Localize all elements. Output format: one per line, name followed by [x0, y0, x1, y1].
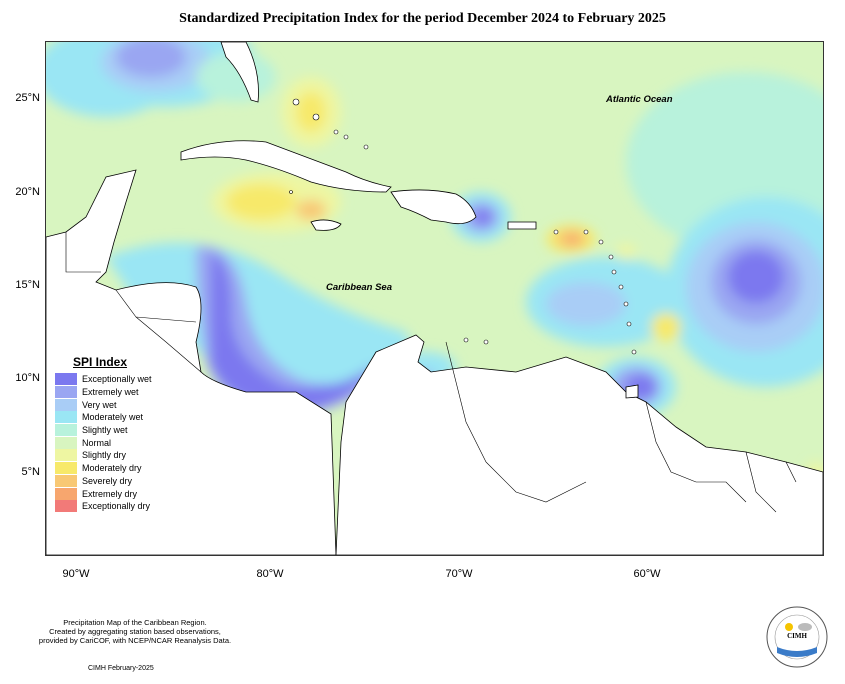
- caribbean-sea-label: Caribbean Sea: [326, 282, 392, 293]
- legend-item: Exceptionally dry: [55, 500, 165, 513]
- legend-label: Extremely dry: [82, 488, 138, 499]
- legend-item: Extremely wet: [55, 386, 165, 399]
- legend-item: Extremely dry: [55, 487, 165, 500]
- legend-item: Moderately dry: [55, 462, 165, 475]
- legend-swatch: [55, 449, 77, 462]
- legend-label: Slightly wet: [82, 425, 128, 436]
- legend-label: Moderately wet: [82, 412, 144, 423]
- credit-text: CIMH February-2025: [88, 665, 154, 672]
- atlantic-ocean-label: Atlantic Ocean: [606, 94, 673, 105]
- lon-label-90w: 90°W: [62, 568, 90, 580]
- legend-label: Very wet: [82, 399, 117, 410]
- lon-label-60w: 60°W: [633, 568, 661, 580]
- lat-label-10n: 10°N: [15, 372, 40, 384]
- legend-item: Moderately wet: [55, 411, 165, 424]
- legend-item: Exceptionally wet: [55, 373, 165, 386]
- legend-label: Slightly dry: [82, 450, 127, 461]
- legend-label: Moderately dry: [82, 463, 142, 474]
- lon-label-70w: 70°W: [445, 568, 473, 580]
- legend-swatch: [55, 411, 77, 424]
- legend-label: Severely dry: [82, 475, 133, 486]
- footer-line-2: Created by aggregating station based obs…: [49, 627, 221, 636]
- cimh-logo-icon: [766, 606, 828, 668]
- legend-swatch: [55, 424, 77, 437]
- legend-swatch: [55, 487, 77, 500]
- legend-label: Normal: [82, 437, 112, 448]
- legend-swatch: [55, 500, 77, 513]
- legend-label: Exceptionally wet: [82, 374, 152, 385]
- legend-swatch: [55, 436, 77, 449]
- legend-item: Normal: [55, 436, 165, 449]
- legend-swatch: [55, 474, 77, 487]
- legend-item: Slightly dry: [55, 449, 165, 462]
- legend-label: Exceptionally dry: [82, 501, 151, 512]
- lat-label-15n: 15°N: [15, 279, 40, 291]
- legend-swatch: [55, 462, 77, 475]
- legend-swatch: [55, 386, 77, 399]
- lon-label-80w: 80°W: [256, 568, 284, 580]
- footer-line-1: Precipitation Map of the Caribbean Regio…: [63, 618, 207, 627]
- cimh-logo: CIMH: [765, 605, 829, 669]
- spi-legend: SPI Index Exceptionally wet Extremely wet…: [55, 355, 165, 513]
- logo-text: CIMH: [787, 632, 807, 640]
- legend-item: Slightly wet: [55, 424, 165, 437]
- footer-note: Precipitation Map of the Caribbean Regio…: [20, 618, 250, 645]
- spi-map: Atlantic Ocean Caribbean Sea: [45, 41, 824, 556]
- map-title: Standardized Precipitation Index for the…: [179, 11, 666, 26]
- legend-title: SPI Index: [73, 355, 128, 369]
- lat-label-25n: 25°N: [15, 92, 40, 104]
- lat-label-5n: 5°N: [21, 466, 40, 478]
- lat-label-20n: 20°N: [15, 186, 40, 198]
- footer-line-3: provided by CariCOF, with NCEP/NCAR Rean…: [38, 636, 232, 645]
- legend-items: Exceptionally wet Extremely wet Very wet Mo…: [55, 373, 165, 513]
- borders: [65, 232, 797, 513]
- small-islands: [289, 98, 637, 355]
- legend-item: Severely dry: [55, 474, 165, 488]
- spi-map-canvas: [46, 42, 823, 555]
- legend-item: Very wet: [55, 398, 165, 411]
- legend-label: Extremely wet: [82, 387, 139, 398]
- legend-swatch: [55, 398, 77, 411]
- legend-swatch: [55, 373, 77, 386]
